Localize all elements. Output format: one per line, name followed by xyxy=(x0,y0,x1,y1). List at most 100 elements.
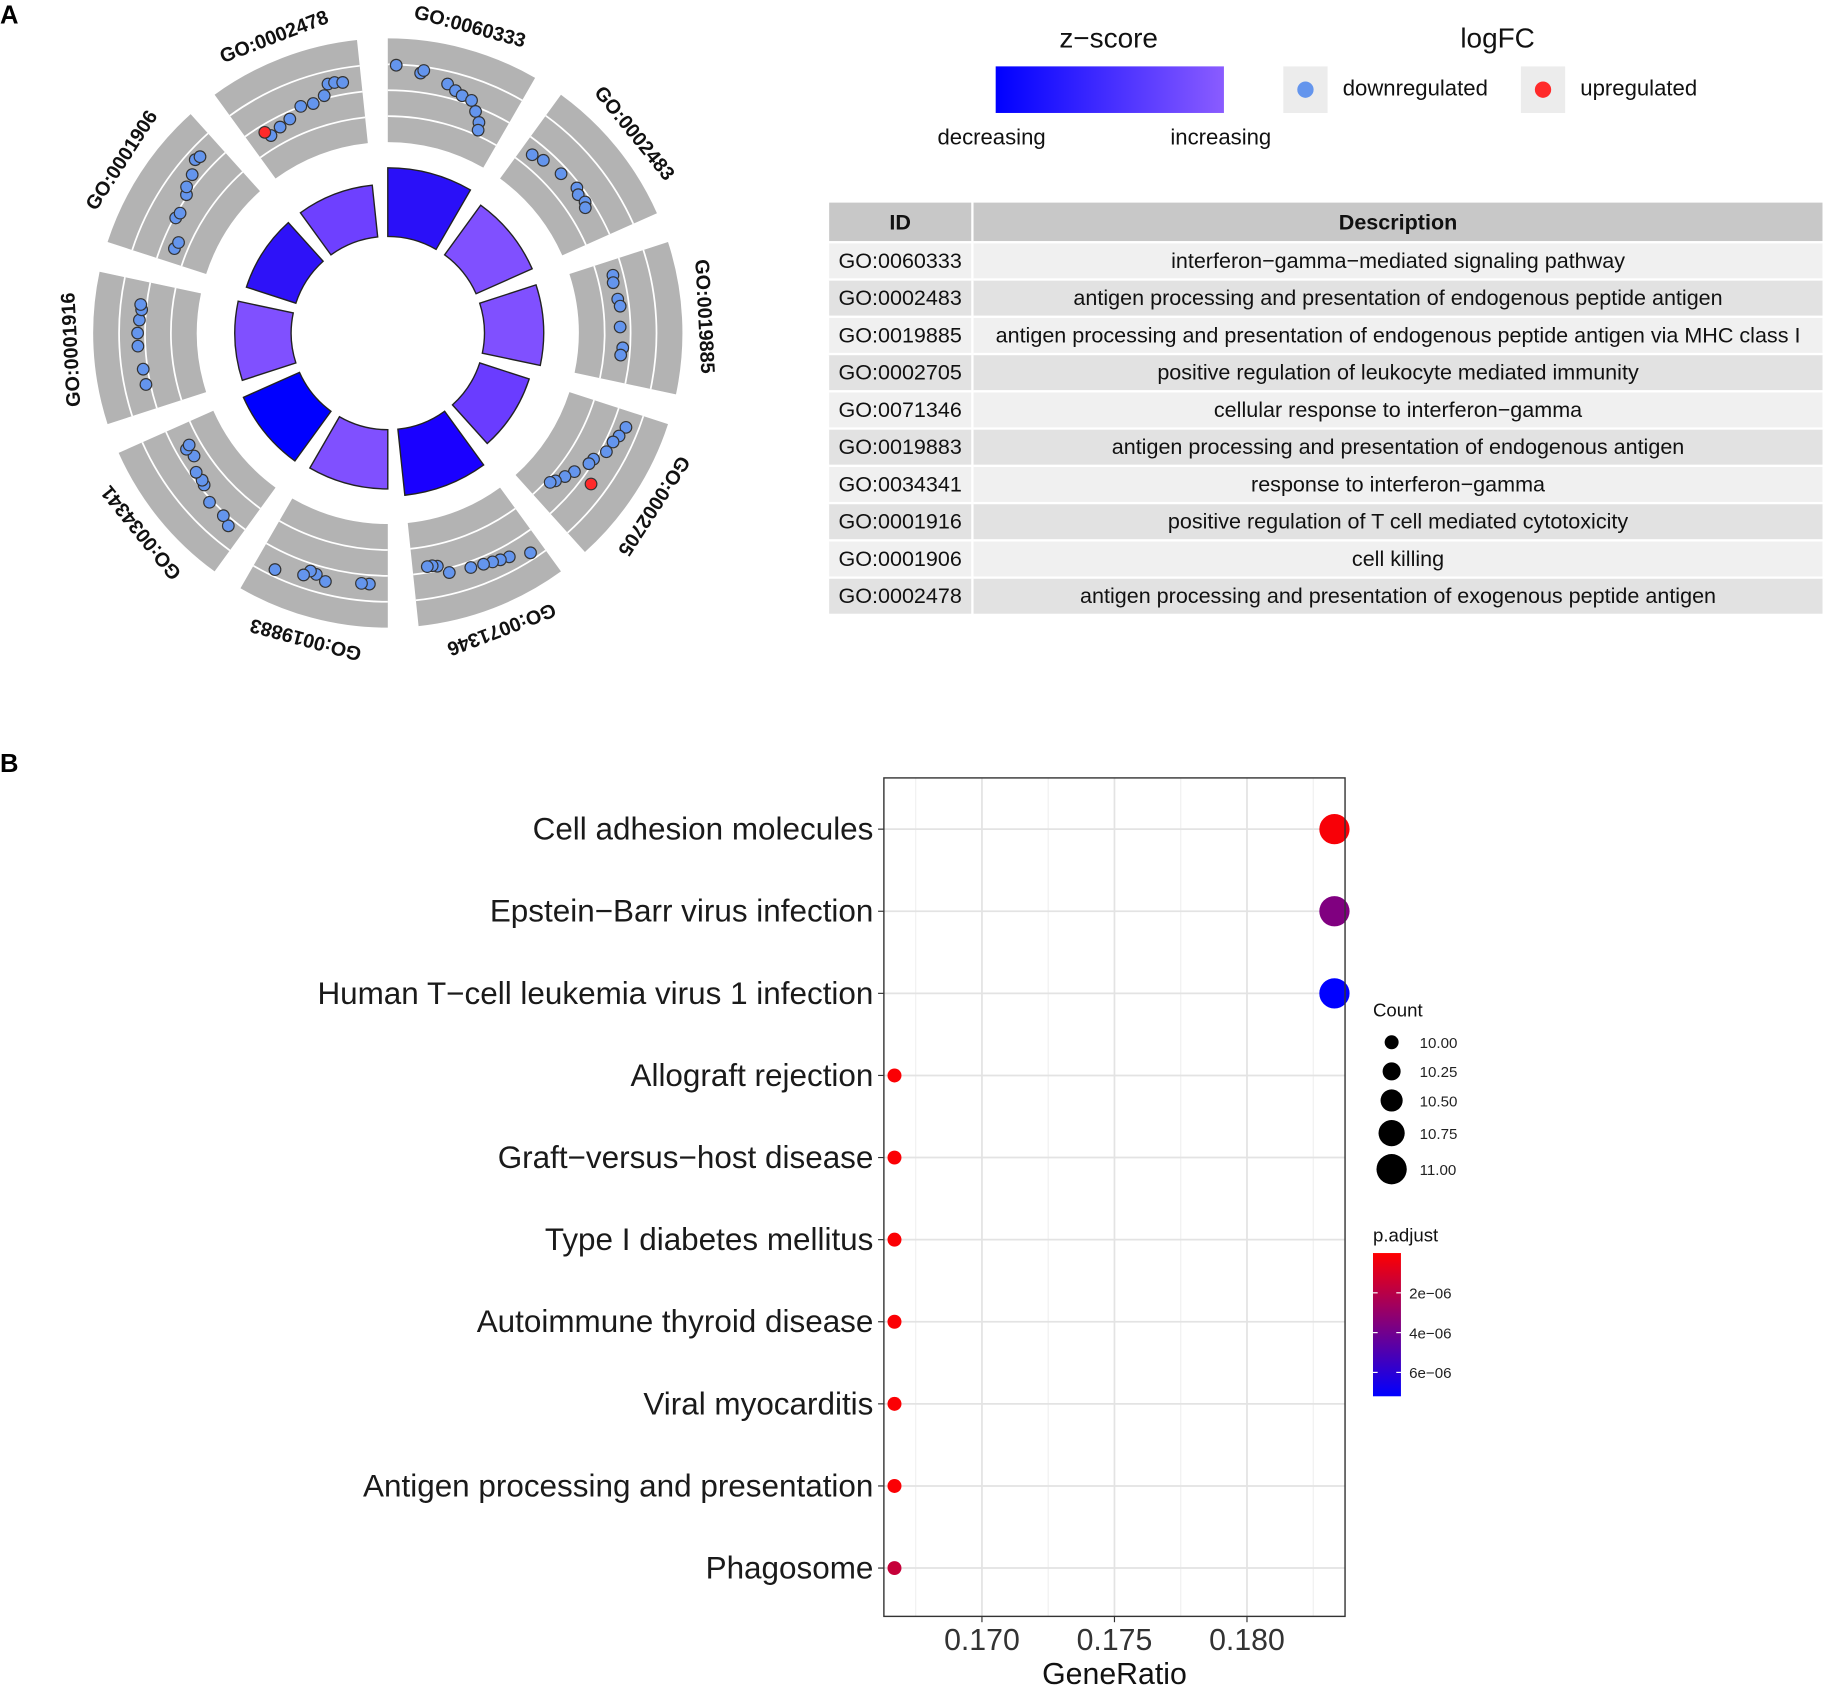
panel-label-a: A xyxy=(0,0,19,30)
padjust-legend-title: p.adjust xyxy=(1373,1224,1439,1245)
downregulated-gene-point xyxy=(182,438,196,452)
downregulated-gene-point xyxy=(536,153,550,167)
zscore-low-label: decreasing xyxy=(937,125,1046,151)
zscore-bar xyxy=(478,284,545,367)
track-gridline xyxy=(118,277,134,417)
logfc-track xyxy=(118,410,276,572)
track-gridline xyxy=(252,565,388,603)
downregulated-gene-point xyxy=(189,465,203,479)
table-row: GO:0001916 positive regulation of T cell … xyxy=(826,501,1825,542)
cell-description: antigen processing and presentation of e… xyxy=(971,278,1825,318)
y-tick-label: Phagosome xyxy=(706,1551,874,1586)
logfc-track xyxy=(240,498,388,628)
y-tick-label: Graft−versus−host disease xyxy=(498,1140,874,1175)
table-row: GO:0001906 cell killing xyxy=(826,539,1825,579)
cell-id: GO:0001916 xyxy=(826,501,974,542)
downregulated-gene-point xyxy=(578,201,592,215)
track-gridline xyxy=(387,115,497,146)
data-point xyxy=(1319,814,1350,845)
upregulated-key xyxy=(1520,66,1566,113)
downregulated-gene-point xyxy=(619,420,633,434)
data-point xyxy=(1319,978,1350,1009)
logfc-legend-title: logFC xyxy=(1460,23,1535,55)
track-gridline xyxy=(387,89,510,124)
downregulated-gene-point xyxy=(221,519,235,533)
downregulated-gene-point xyxy=(524,546,537,560)
y-tick-label: Antigen processing and presentation xyxy=(363,1468,873,1503)
downregulated-gene-point xyxy=(317,89,331,103)
cell-description: response to interferon−gamma xyxy=(971,464,1825,505)
zscore-high-label: increasing xyxy=(1170,125,1272,151)
table-row: GO:0060333 interferon−gamma−mediated sign… xyxy=(826,241,1825,281)
downregulated-gene-point xyxy=(543,475,557,489)
zscore-bar xyxy=(397,410,485,497)
x-tick-label: 0.175 xyxy=(1077,1624,1153,1657)
cell-description: positive regulation of leukocyte mediate… xyxy=(971,352,1825,393)
x-tick-label: 0.180 xyxy=(1209,1624,1285,1657)
downregulated-gene-point xyxy=(606,435,620,449)
downregulated-gene-point xyxy=(185,168,199,182)
upregulated-gene-point xyxy=(584,477,598,491)
downregulated-gene-point xyxy=(471,123,485,137)
downregulated-gene-point xyxy=(306,97,320,110)
go-term-label: GO:0001916 xyxy=(57,292,85,407)
downregulated-gene-point xyxy=(131,326,144,340)
cell-id: GO:0002705 xyxy=(826,352,974,393)
cell-description: antigen processing and presentation of e… xyxy=(971,315,1825,356)
panel-border xyxy=(883,777,1346,1618)
downregulated-gene-point xyxy=(389,58,403,72)
padjust-colorbar xyxy=(1372,1253,1401,1397)
logfc-track xyxy=(569,242,683,395)
y-tick-label: Human T−cell leukemia virus 1 infection xyxy=(317,976,873,1011)
cell-description: antigen processing and presentation of e… xyxy=(971,576,1825,617)
downregulated-gene-point xyxy=(172,236,185,249)
cell-description: positive regulation of T cell mediated c… xyxy=(971,501,1825,542)
downregulated-gene-point xyxy=(606,276,620,290)
zscore-legend-title: z−score xyxy=(1059,23,1158,55)
data-point xyxy=(887,1232,902,1247)
downregulated-gene-point xyxy=(417,64,431,77)
cell-id: GO:0019883 xyxy=(826,427,974,467)
track-gridline xyxy=(413,528,532,576)
data-point xyxy=(887,1150,902,1165)
downregulated-key xyxy=(1283,66,1328,113)
zscore-bar xyxy=(234,300,297,382)
table-header-id: ID xyxy=(826,200,974,244)
cell-description: cellular response to interferon−gamma xyxy=(971,390,1825,430)
downregulated-gene-point xyxy=(614,348,628,362)
table-row: GO:0002478 antigen processing and present… xyxy=(826,576,1825,617)
table-row: GO:0002483 antigen processing and present… xyxy=(826,278,1825,318)
track-gridline xyxy=(141,441,231,552)
count-legend-label: 10.00 xyxy=(1420,1035,1458,1052)
downregulated-gene-point xyxy=(599,445,613,459)
track-gridline xyxy=(265,542,388,577)
colorbar-label: 2e−06 xyxy=(1409,1286,1451,1303)
x-tick-label: 0.170 xyxy=(944,1624,1020,1657)
track-gridline xyxy=(188,420,261,510)
logfc-track xyxy=(93,271,207,425)
track-gridline xyxy=(131,132,209,251)
track-gridline xyxy=(387,63,523,102)
data-point xyxy=(887,1396,902,1411)
table-header-description: Description xyxy=(971,200,1825,244)
count-legend-label: 11.00 xyxy=(1420,1162,1457,1179)
go-circle-plot: GO:0060333GO:0002483GO:0019885GO:0002705… xyxy=(57,1,718,664)
data-point xyxy=(887,1561,902,1576)
downregulated-gene-point xyxy=(336,76,350,89)
downregulated-gene-point xyxy=(273,120,287,134)
track-gridline xyxy=(617,257,632,384)
count-legend-title: Count xyxy=(1373,1000,1424,1021)
go-term-table: ID Description GO:0060333 interferon−gamm… xyxy=(826,200,1825,617)
downregulated-dot-icon xyxy=(1297,81,1314,98)
count-legend-dot xyxy=(1378,1119,1405,1147)
downregulated-gene-point xyxy=(420,560,434,574)
downregulated-gene-point xyxy=(173,206,187,220)
track-gridline xyxy=(259,116,366,159)
cell-id: GO:0001906 xyxy=(826,539,974,579)
cell-description: antigen processing and presentation of e… xyxy=(971,427,1825,467)
y-tick-label: Allograft rejection xyxy=(631,1058,874,1093)
downregulated-gene-point xyxy=(465,94,478,107)
y-tick-label: Type I diabetes mellitus xyxy=(545,1222,874,1257)
downregulated-gene-point xyxy=(294,99,308,113)
